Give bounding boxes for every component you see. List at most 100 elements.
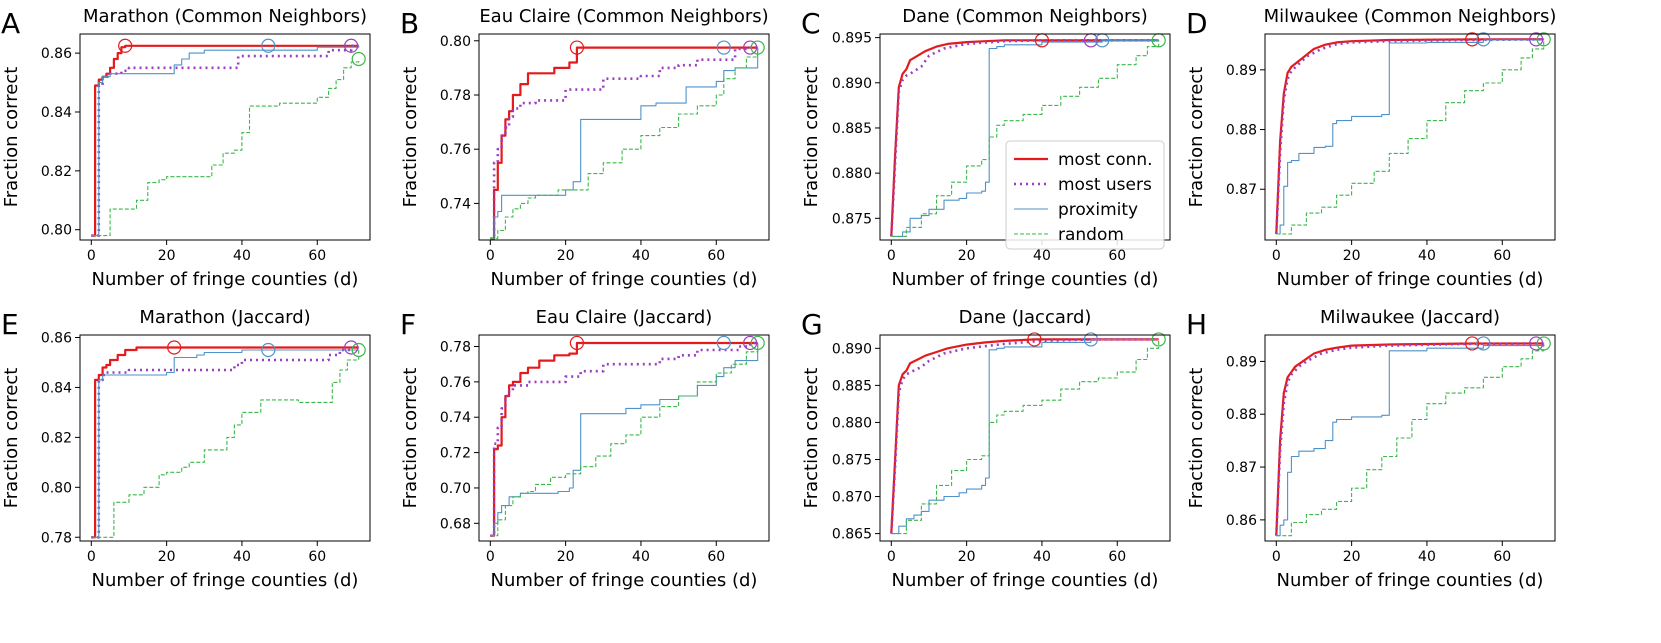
- x-axis-label: Number of fringe counties (d): [92, 269, 359, 290]
- series-random-line: [891, 339, 1160, 535]
- panel-letter: G: [801, 308, 823, 341]
- y-axis-label: Fraction correct: [801, 67, 822, 208]
- x-tick-label: 60: [707, 248, 725, 264]
- x-tick-label: 40: [632, 248, 650, 264]
- series-random-line: [1276, 39, 1545, 235]
- y-tick-label: 0.89: [1226, 354, 1257, 370]
- legend-label-random: random: [1058, 225, 1124, 245]
- series-random-line: [891, 40, 1160, 237]
- saturation-marker-most-conn: [1465, 336, 1480, 351]
- y-axis-label: Fraction correct: [801, 368, 822, 509]
- legend-label-most-conn: most conn.: [1058, 150, 1153, 170]
- y-tick-label: 0.80: [41, 223, 72, 239]
- saturation-marker-random: [750, 335, 765, 351]
- y-tick-label: 0.885: [832, 121, 872, 137]
- series-group: [890, 338, 1160, 535]
- y-tick-label: 0.87: [1226, 460, 1257, 476]
- y-axis-label: Fraction correct: [1, 67, 22, 208]
- series-most-users-line: [91, 44, 359, 237]
- y-tick-label: 0.890: [832, 76, 872, 92]
- x-tick-label: 60: [1108, 549, 1126, 565]
- x-tick-label: 0: [1272, 549, 1281, 565]
- saturation-marker-most-users: [743, 335, 758, 351]
- panel-title: Eau Claire (Jaccard): [536, 307, 713, 328]
- panel-title: Marathon (Common Neighbors): [83, 6, 367, 27]
- saturation-marker-random: [1536, 336, 1551, 351]
- plot-frame: [1264, 33, 1556, 241]
- series-most-conn-line: [1275, 342, 1544, 536]
- panel-title: Milwaukee (Jaccard): [1320, 307, 1500, 328]
- saturation-marker-most-users: [1529, 336, 1544, 351]
- legend: most conn. most users proximity random: [1005, 140, 1165, 250]
- x-axis-label: Number of fringe counties (d): [1277, 269, 1544, 290]
- x-axis-label: Number of fringe counties (d): [892, 570, 1159, 591]
- y-tick-label: 0.880: [832, 415, 872, 431]
- y-tick-label: 0.890: [832, 341, 872, 357]
- y-tick-label: 0.78: [440, 88, 471, 104]
- y-axis-label: Fraction correct: [400, 368, 421, 509]
- saturation-marker-most-conn: [118, 38, 133, 53]
- series-group: [91, 346, 360, 539]
- panel-g: G Dane (Jaccard) 0 20 40 60 0.865 0.870 0.875 0.8…: [801, 307, 1171, 591]
- x-tick-label: 0: [486, 549, 495, 565]
- saturation-marker-random: [1151, 332, 1166, 347]
- y-axis-label: Fraction correct: [1186, 67, 1207, 208]
- y-tick-label: 0.76: [440, 142, 471, 158]
- x-tick-label: 0: [1272, 248, 1281, 264]
- y-tick-label: 0.82: [41, 430, 72, 446]
- series-most-conn-line: [1275, 38, 1544, 235]
- y-tick-label: 0.885: [832, 378, 872, 394]
- x-tick-label: 0: [887, 248, 896, 264]
- series-random-line: [490, 343, 759, 537]
- y-tick-label: 0.82: [41, 164, 72, 180]
- series-most-users-line: [91, 346, 359, 539]
- x-tick-label: 40: [1418, 248, 1436, 264]
- panel-letter: D: [1186, 7, 1208, 40]
- series-most-users-line: [490, 341, 758, 537]
- legend-label-proximity: proximity: [1058, 200, 1138, 220]
- x-axis-label: Number of fringe counties (d): [1277, 570, 1544, 591]
- saturation-marker-most-users: [1529, 32, 1544, 47]
- series-proximity-line: [891, 338, 1159, 535]
- y-tick-label: 0.74: [440, 410, 471, 426]
- panel-letter: E: [1, 308, 19, 341]
- series-group: [91, 44, 360, 237]
- x-axis-label: Number of fringe counties (d): [491, 269, 758, 290]
- x-tick-label: 60: [308, 549, 326, 565]
- panel-c: C Dane (Common Neighbors) 0 20 40 60 0.875 0.88…: [801, 6, 1171, 290]
- y-tick-label: 0.875: [832, 452, 872, 468]
- y-tick-label: 0.68: [440, 516, 471, 532]
- saturation-marker-proximity: [1083, 332, 1099, 347]
- y-axis-label: Fraction correct: [1, 368, 22, 509]
- series-random-line: [1276, 343, 1545, 537]
- series-most-conn-line: [91, 346, 359, 539]
- series-most-conn-line: [490, 46, 758, 240]
- series-most-conn-line: [890, 338, 1159, 534]
- saturation-marker-proximity: [1476, 32, 1491, 47]
- x-tick-label: 60: [1108, 248, 1126, 264]
- panel-title: Eau Claire (Common Neighbors): [479, 6, 768, 27]
- series-most-users-line: [890, 338, 1159, 534]
- x-tick-label: 20: [958, 549, 976, 565]
- series-most-users-line: [1275, 342, 1544, 536]
- y-tick-label: 0.70: [440, 481, 471, 497]
- saturation-marker-most-conn: [569, 335, 585, 351]
- panel-title: Dane (Common Neighbors): [902, 6, 1148, 27]
- x-tick-label: 20: [158, 549, 176, 565]
- x-tick-label: 20: [557, 549, 575, 565]
- saturation-marker-most-conn: [1027, 332, 1042, 347]
- x-axis-label: Number of fringe counties (d): [491, 570, 758, 591]
- panel-e: E Marathon (Jaccard) 0 20 40 60 0.78 0.80 0.82 0.…: [1, 307, 371, 591]
- panel-letter: A: [1, 7, 20, 40]
- x-tick-label: 60: [1493, 549, 1511, 565]
- y-tick-label: 0.86: [41, 330, 72, 346]
- y-tick-label: 0.76: [440, 375, 471, 391]
- saturation-marker-random: [351, 342, 366, 358]
- plot-frame: [879, 334, 1171, 542]
- x-tick-label: 40: [233, 549, 251, 565]
- plot-frame: [1264, 334, 1556, 542]
- y-axis-label: Fraction correct: [400, 67, 421, 208]
- series-proximity-line: [490, 343, 759, 537]
- series-group: [490, 341, 759, 537]
